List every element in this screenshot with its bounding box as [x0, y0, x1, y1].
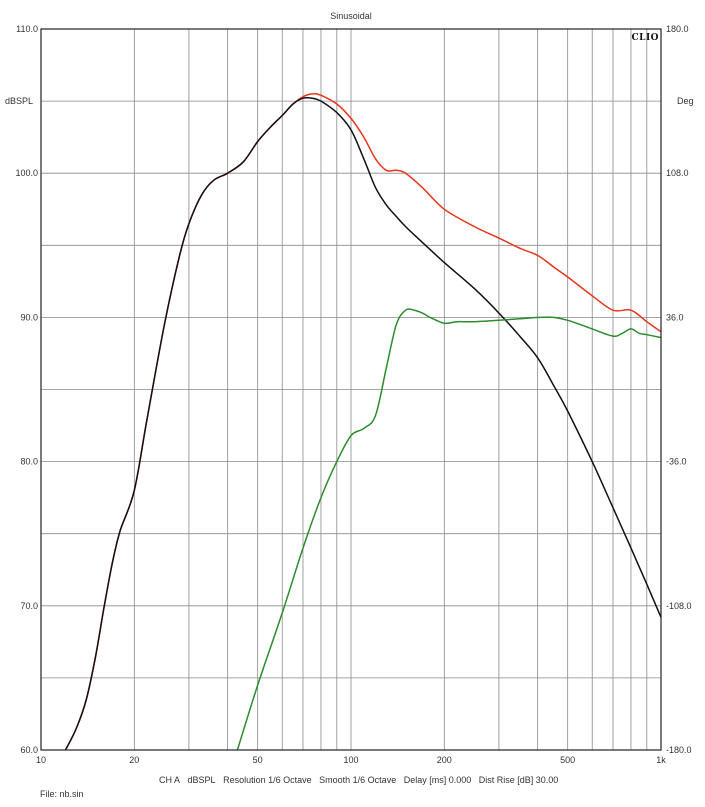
x-tick-label: 100	[343, 755, 358, 765]
file-name: File: nb.sin	[40, 789, 84, 799]
clio-logo: CLIO	[631, 33, 659, 43]
y-right-tick-label: 108.0	[666, 168, 689, 178]
x-tick-label: 50	[253, 755, 263, 765]
chart-series	[64, 93, 662, 751]
y-left-tick-label: 60.0	[20, 745, 38, 755]
x-tick-label: 1k	[656, 755, 666, 765]
x-tick-label: 10	[36, 755, 46, 765]
unit-label: dBSPL	[187, 775, 216, 785]
y-left-tick-label: 90.0	[20, 312, 38, 322]
y-left-tick-label: 100.0	[15, 168, 38, 178]
delay-label: Delay [ms] 0.000	[403, 775, 472, 785]
series-line-1	[64, 93, 662, 751]
y-left-tick-label: 80.0	[20, 457, 38, 467]
plot-frame	[40, 28, 662, 751]
smooth-label: Smooth 1/6 Octave	[319, 775, 397, 785]
x-tick-label: 500	[560, 755, 575, 765]
x-tick-label: 200	[437, 755, 452, 765]
y-axis-left-label: dBSPL	[5, 96, 33, 106]
chart-grid	[41, 29, 661, 750]
channel-label: CH A	[159, 775, 181, 785]
x-tick-label: 20	[129, 755, 139, 765]
dist-rise-label: Dist Rise [dB] 30.00	[478, 775, 559, 785]
y-right-tick-label: -180.0	[666, 745, 692, 755]
y-left-tick-label: 110.0	[16, 24, 38, 34]
y-right-tick-label: -36.0	[666, 457, 687, 467]
y-right-tick-label: -108.0	[666, 601, 692, 611]
y-left-tick-label: 70.0	[20, 601, 38, 611]
y-right-tick-label: 180.0	[666, 24, 689, 34]
chart-title: Sinusoidal	[330, 11, 372, 21]
chart-labels: 10 20 50 100 200 500 1k 60.0 70.0 80.0 90.0 100.0 11…	[15, 24, 691, 765]
measurement-settings: CH A dBSPL Resolution 1/6 Octave Smooth …	[159, 775, 558, 785]
series-line-2	[64, 96, 662, 751]
y-right-tick-label: 36.0	[666, 312, 684, 322]
y-axis-right-label: Deg	[677, 96, 694, 106]
series-line-3	[236, 308, 662, 751]
resolution-label: Resolution 1/6 Octave	[223, 775, 312, 785]
